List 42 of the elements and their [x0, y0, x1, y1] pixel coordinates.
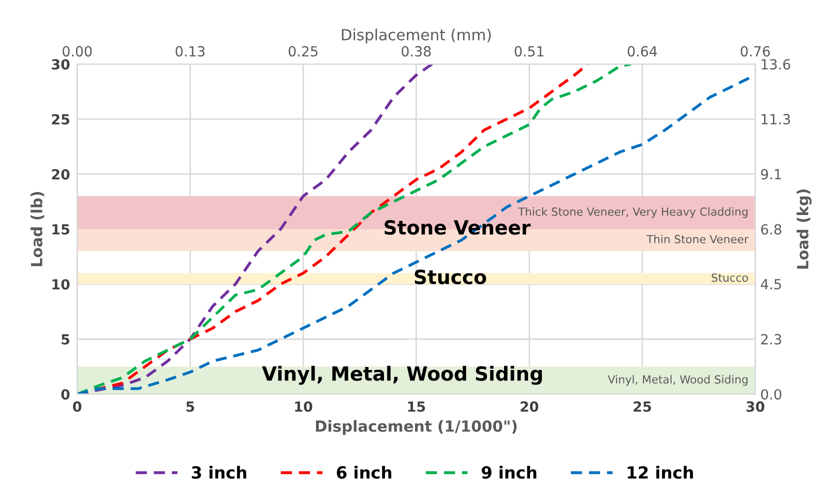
x2-axis-title: Displacement (mm) [342, 28, 491, 44]
y2-axis-title: Load (kg) [796, 190, 812, 269]
legend-label: 12 inch [628, 466, 693, 479]
y-tick-label: 0 [61, 389, 70, 400]
x2-tick-label: 0.38 [402, 46, 431, 57]
x2-tick-label: 0.00 [62, 46, 92, 57]
y-axis-title: Load (lb) [30, 192, 44, 266]
x2-tick-label: 0.76 [740, 46, 770, 57]
x-tick-label: 30 [746, 401, 764, 412]
y-tick-label: 25 [52, 114, 70, 125]
x-tick-label: 10 [295, 401, 312, 412]
x2-tick-label: 0.64 [628, 46, 657, 57]
x2-tick-label: 0.51 [514, 46, 544, 57]
y-tick-label: 20 [52, 169, 70, 180]
annotation: Vinyl, Metal, Wood Siding [262, 366, 542, 385]
band-label: Thin Stone Veneer [646, 234, 749, 244]
y2-tick-label: 6.8 [761, 224, 782, 235]
x-tick-label: 0 [73, 401, 82, 412]
y2-tick-label: 4.5 [760, 279, 782, 290]
x-tick-label: 25 [634, 401, 651, 412]
band-label: Thick Stone Veneer, Very Heavy Cladding [518, 207, 748, 218]
x2-tick-label: 0.25 [288, 46, 318, 57]
x-tick-label: 20 [520, 401, 538, 412]
y2-tick-label: 2.3 [761, 334, 782, 345]
band-label: Vinyl, Metal, Wood Siding [608, 374, 748, 386]
legend-label: 3 inch [192, 466, 246, 479]
x2-tick-label: 0.13 [176, 46, 205, 57]
band-label: Stucco [712, 273, 748, 282]
y2-tick-label: 13.6 [762, 59, 790, 70]
x-tick-label: 15 [408, 401, 425, 412]
y2-tick-label: 11.3 [762, 114, 790, 124]
legend-label: 6 inch [336, 466, 392, 479]
y-tick-label: 10 [52, 279, 70, 290]
y-tick-label: 30 [52, 59, 70, 70]
y-tick-label: 5 [62, 334, 70, 345]
legend-label: 9 inch [482, 466, 536, 479]
y-tick-label: 15 [52, 224, 70, 235]
annotation: Stucco [414, 270, 486, 284]
y2-tick-label: 9.1 [761, 169, 781, 180]
x-tick-label: 5 [186, 401, 194, 412]
x-axis-title: Displacement (1/1000") [316, 420, 517, 435]
y2-tick-label: 0.0 [761, 389, 782, 400]
